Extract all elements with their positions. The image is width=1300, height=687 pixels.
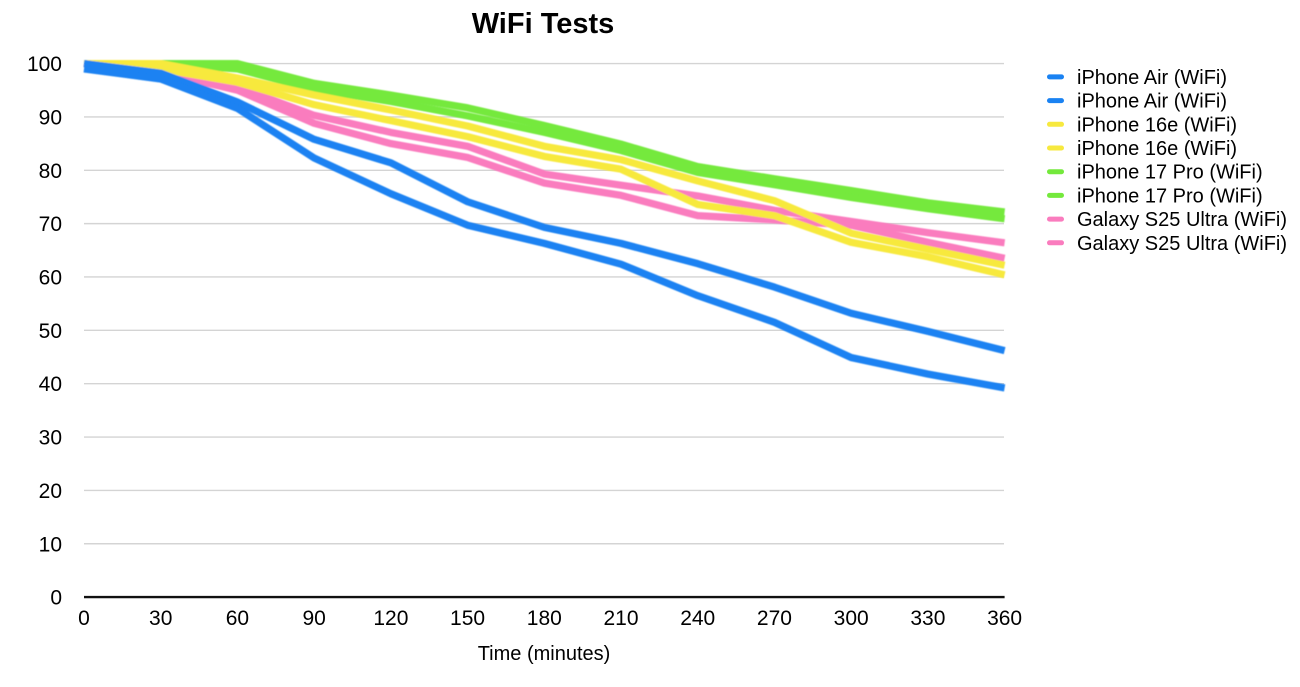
- svg-text:0: 0: [50, 587, 62, 610]
- svg-text:iPhone 17 Pro (WiFi): iPhone 17 Pro (WiFi): [1077, 185, 1263, 207]
- svg-text:iPhone 16e (WiFi): iPhone 16e (WiFi): [1077, 114, 1237, 136]
- svg-text:90: 90: [39, 106, 62, 129]
- svg-text:60: 60: [226, 607, 249, 630]
- svg-text:300: 300: [834, 607, 869, 630]
- svg-text:60: 60: [39, 266, 62, 289]
- svg-text:iPhone Air (WiFi): iPhone Air (WiFi): [1077, 67, 1227, 89]
- svg-text:100: 100: [27, 53, 62, 76]
- svg-text:120: 120: [373, 607, 408, 630]
- svg-text:10: 10: [39, 533, 62, 556]
- svg-text:30: 30: [39, 427, 62, 450]
- svg-text:iPhone 16e (WiFi): iPhone 16e (WiFi): [1077, 138, 1237, 160]
- svg-text:80: 80: [39, 160, 62, 183]
- svg-text:210: 210: [603, 607, 638, 630]
- svg-text:270: 270: [757, 607, 792, 630]
- svg-text:Galaxy S25 Ultra (WiFi): Galaxy S25 Ultra (WiFi): [1077, 209, 1287, 231]
- svg-text:iPhone Air (WiFi): iPhone Air (WiFi): [1077, 91, 1227, 113]
- svg-text:30: 30: [149, 607, 172, 630]
- svg-text:180: 180: [527, 607, 562, 630]
- svg-text:Time (minutes): Time (minutes): [478, 643, 611, 665]
- svg-text:90: 90: [302, 607, 325, 630]
- svg-text:70: 70: [39, 213, 62, 236]
- svg-text:0: 0: [78, 607, 90, 630]
- svg-text:150: 150: [450, 607, 485, 630]
- svg-text:360: 360: [987, 607, 1022, 630]
- svg-text:iPhone 17 Pro (WiFi): iPhone 17 Pro (WiFi): [1077, 162, 1263, 184]
- svg-text:Galaxy S25 Ultra (WiFi): Galaxy S25 Ultra (WiFi): [1077, 233, 1287, 255]
- svg-text:WiFi Tests: WiFi Tests: [472, 8, 615, 40]
- svg-text:50: 50: [39, 320, 62, 343]
- svg-text:20: 20: [39, 480, 62, 503]
- svg-text:330: 330: [910, 607, 945, 630]
- svg-text:40: 40: [39, 373, 62, 396]
- svg-text:240: 240: [680, 607, 715, 630]
